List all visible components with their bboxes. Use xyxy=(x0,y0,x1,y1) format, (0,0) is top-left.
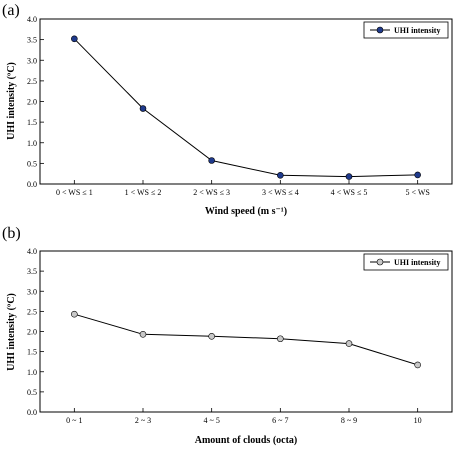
y-tick-label-b-5: 2.5 xyxy=(27,307,37,316)
y-tick-label-a-3: 1.5 xyxy=(27,118,37,127)
y-tick-label-a-4: 2.0 xyxy=(27,98,37,107)
data-point-b-3 xyxy=(277,335,284,343)
y-tick-label-b-7: 3.5 xyxy=(27,267,37,276)
y-tick-label-b-6: 3.0 xyxy=(27,287,37,296)
data-point-a-5 xyxy=(414,171,421,179)
y-tick-label-b-2: 1.0 xyxy=(27,368,37,377)
y-tick-label-b-4: 2.0 xyxy=(27,328,37,337)
data-point-a-1 xyxy=(139,105,147,112)
legend-b: UHI intensity xyxy=(363,253,449,271)
legend-box-a xyxy=(363,21,449,39)
series-line-a xyxy=(73,38,418,178)
chart-panel-b: (b) 0.0 0.5 1.0 1.5 2.0 2.5 3.0 3.5 4.0 0 ~ 1 2 ~… xyxy=(2,225,453,446)
data-point-a-4 xyxy=(345,173,353,180)
legend-box-b xyxy=(363,253,449,271)
y-tick-label-a-2: 1.0 xyxy=(27,139,37,148)
plot-frame-a xyxy=(39,18,453,185)
legend-label-a: UHI intensity xyxy=(394,26,440,35)
y-tick-label-b-3: 1.5 xyxy=(27,348,37,357)
x-tick-label-b-2: 4 ~ 5 xyxy=(204,416,220,425)
y-tick-label-a-5: 2.5 xyxy=(27,77,37,86)
x-axis-b: 0 ~ 1 2 ~ 3 4 ~ 5 6 ~ 7 8 ~ 9 10 xyxy=(66,408,422,425)
data-point-b-1 xyxy=(139,331,147,338)
y-axis-label-a: UHI intensity (ºC) xyxy=(6,62,17,140)
data-point-a-0 xyxy=(71,35,78,43)
data-point-a-3 xyxy=(277,172,284,179)
data-point-a-2 xyxy=(208,157,215,164)
x-tick-label-b-5: 10 xyxy=(414,416,422,425)
y-axis-label-b: UHI intensity (ºC) xyxy=(6,293,17,371)
data-points-b xyxy=(71,310,421,369)
data-point-b-2 xyxy=(208,333,215,340)
x-axis-label-a: Wind speed (m s⁻¹) xyxy=(205,206,287,217)
y-tick-label-a-8: 4.0 xyxy=(27,15,37,24)
legend-a: UHI intensity xyxy=(363,21,449,39)
y-tick-label-a-0: 0.0 xyxy=(27,180,37,189)
legend-marker-b xyxy=(376,258,384,266)
y-tick-label-b-8: 4.0 xyxy=(27,247,37,256)
x-tick-label-a-3: 3 < WS ≤ 4 xyxy=(262,188,299,197)
y-tick-label-a-7: 3.5 xyxy=(27,36,37,45)
x-tick-label-a-0: 0 < WS ≤ 1 xyxy=(56,188,93,197)
x-tick-label-b-3: 6 ~ 7 xyxy=(272,416,288,425)
x-tick-label-b-4: 8 ~ 9 xyxy=(341,416,357,425)
x-axis-label-b: Amount of clouds (octa) xyxy=(195,435,298,446)
x-tick-label-a-2: 2 < WS ≤ 3 xyxy=(193,188,230,197)
data-point-b-0 xyxy=(71,310,78,318)
data-point-b-5 xyxy=(414,361,421,369)
y-axis-a: 0.0 0.5 1.0 1.5 2.0 2.5 3.0 3.5 4.0 xyxy=(27,15,44,189)
x-tick-label-a-1: 1 < WS ≤ 2 xyxy=(125,188,162,197)
y-tick-label-b-0: 0.0 xyxy=(27,408,37,417)
chart-panel-a: (a) 0.0 0.5 1.0 1.5 2.0 2.5 3.0 3.5 4.0 0 < WS ≤… xyxy=(2,2,453,217)
legend-label-b: UHI intensity xyxy=(394,258,440,267)
y-tick-label-a-6: 3.0 xyxy=(27,56,37,65)
x-tick-label-a-4: 4 < WS ≤ 5 xyxy=(331,188,368,197)
data-point-b-4 xyxy=(345,340,353,347)
x-tick-label-a-5: 5 < WS xyxy=(405,188,429,197)
y-tick-label-b-1: 0.5 xyxy=(27,388,37,397)
series-line-b xyxy=(74,313,418,366)
plot-frame-b xyxy=(39,250,453,413)
y-axis-b: 0.0 0.5 1.0 1.5 2.0 2.5 3.0 3.5 4.0 xyxy=(27,247,44,417)
x-tick-label-b-0: 0 ~ 1 xyxy=(66,416,82,425)
legend-marker-a xyxy=(376,26,384,34)
x-tick-label-b-1: 2 ~ 3 xyxy=(135,416,151,425)
y-tick-label-a-1: 0.5 xyxy=(27,159,37,168)
panel-label-a: (a) xyxy=(2,2,20,19)
x-axis-a: 0 < WS ≤ 1 1 < WS ≤ 2 2 < WS ≤ 3 3 < WS ≤ 4… xyxy=(56,180,430,197)
panel-label-b: (b) xyxy=(2,225,21,242)
data-points-a xyxy=(71,35,421,180)
